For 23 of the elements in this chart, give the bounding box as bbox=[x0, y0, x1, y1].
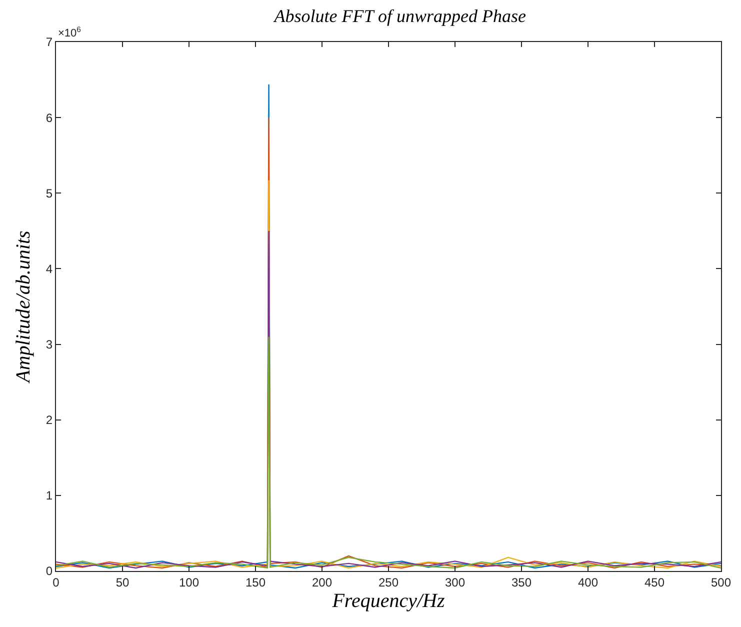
y-tick-label: 0 bbox=[46, 564, 53, 578]
y-tick-label: 6 bbox=[46, 110, 53, 125]
x-tick-label: 150 bbox=[245, 575, 266, 590]
chart-title: Absolute FFT of unwrapped Phase bbox=[273, 6, 526, 26]
x-tick-label: 250 bbox=[378, 575, 399, 590]
y-tick-label: 2 bbox=[46, 413, 53, 428]
x-tick-label: 450 bbox=[644, 575, 665, 590]
y-tick-label: 3 bbox=[46, 337, 53, 352]
x-tick-label: 400 bbox=[578, 575, 598, 590]
y-tick-label: 7 bbox=[46, 35, 53, 50]
line-series bbox=[56, 336, 721, 569]
y-tick-label: 5 bbox=[46, 186, 53, 200]
x-tick-label: 100 bbox=[178, 575, 200, 590]
x-axis-title: Frequency/Hz bbox=[331, 590, 445, 612]
text: ×10$^{6}$ bbox=[58, 25, 81, 40]
x-tick-label: 50 bbox=[116, 575, 130, 590]
x-tick-label: 500 bbox=[710, 575, 732, 590]
x-tick-label: 300 bbox=[444, 575, 466, 590]
x-tick-label: 200 bbox=[312, 575, 332, 590]
y-tick-label: 1 bbox=[46, 488, 53, 503]
x-tick-label: 350 bbox=[511, 575, 532, 590]
y-tick-label: 4 bbox=[46, 262, 53, 276]
y-axis-title: Amplitude/ab.units bbox=[12, 230, 34, 384]
